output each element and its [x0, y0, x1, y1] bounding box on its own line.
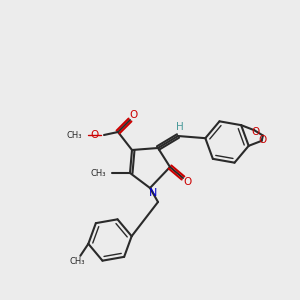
Text: CH₃: CH₃ [67, 130, 82, 140]
Text: O: O [259, 135, 267, 145]
Text: O: O [91, 130, 99, 140]
Text: CH₃: CH₃ [91, 169, 106, 178]
Text: O: O [184, 177, 192, 187]
Text: H: H [176, 122, 184, 132]
Text: O: O [251, 127, 259, 137]
Text: O: O [130, 110, 138, 120]
Text: N: N [149, 188, 157, 198]
Text: CH₃: CH₃ [70, 257, 85, 266]
